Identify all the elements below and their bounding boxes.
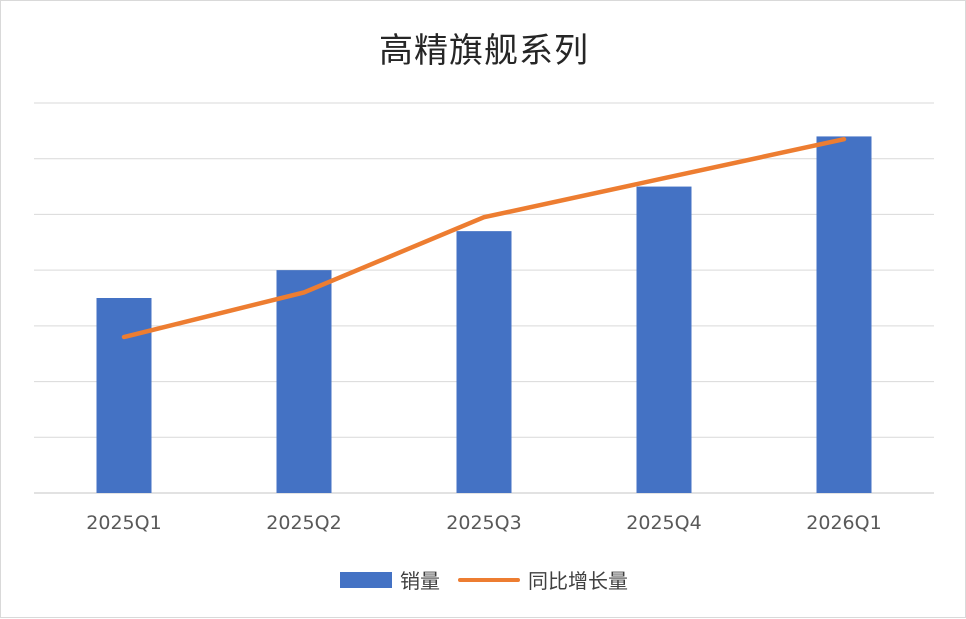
x-tick-label: 2025Q4 [626, 512, 701, 534]
legend-swatch-bar [340, 572, 392, 588]
x-tick-label: 2025Q1 [86, 512, 161, 534]
legend-swatch-line [458, 578, 520, 582]
bar-2026Q1[interactable] [817, 136, 872, 493]
legend-item-line[interactable]: 同比增长量 [452, 565, 628, 594]
bar-2025Q1[interactable] [97, 298, 152, 493]
legend-label-bar: 销量 [400, 565, 440, 594]
bar-2025Q4[interactable] [637, 187, 692, 493]
legend: 销量 同比增长量 [1, 565, 966, 594]
bar-2025Q3[interactable] [457, 231, 512, 493]
legend-item-bar[interactable]: 销量 [340, 565, 440, 594]
x-tick-label: 2025Q3 [446, 512, 521, 534]
bar-2025Q2[interactable] [277, 270, 332, 493]
legend-label-line: 同比增长量 [528, 565, 628, 594]
x-tick-label: 2025Q2 [266, 512, 341, 534]
x-tick-label: 2026Q1 [806, 512, 881, 534]
